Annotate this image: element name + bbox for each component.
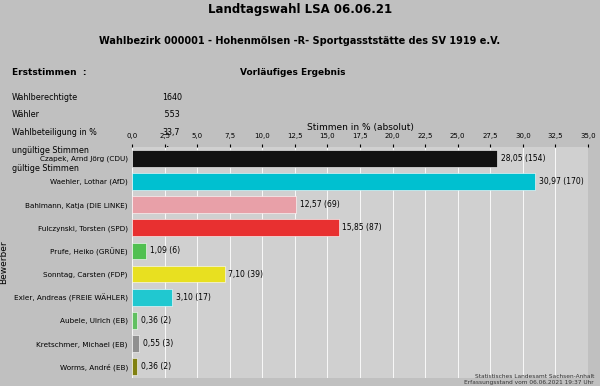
Bar bbox=[132, 289, 172, 306]
X-axis label: Stimmen in % (absolut): Stimmen in % (absolut) bbox=[307, 123, 413, 132]
Text: 0,36 (2): 0,36 (2) bbox=[140, 316, 171, 325]
Text: 1,09 (6): 1,09 (6) bbox=[150, 246, 180, 256]
Bar bbox=[132, 335, 139, 352]
Text: Wahlbeteiligung in %: Wahlbeteiligung in % bbox=[12, 128, 97, 137]
Text: 549: 549 bbox=[162, 164, 177, 173]
Bar bbox=[132, 196, 296, 213]
Text: Erststimmen  :: Erststimmen : bbox=[12, 68, 86, 77]
Text: 3,10 (17): 3,10 (17) bbox=[176, 293, 211, 302]
Text: 1640: 1640 bbox=[162, 93, 182, 102]
Text: 0,55 (3): 0,55 (3) bbox=[143, 339, 173, 348]
Text: 30,97 (170): 30,97 (170) bbox=[539, 177, 584, 186]
Text: 33,7: 33,7 bbox=[162, 128, 179, 137]
Text: ungültige Stimmen: ungültige Stimmen bbox=[12, 146, 89, 155]
Bar bbox=[132, 150, 497, 167]
Text: 553: 553 bbox=[162, 110, 180, 119]
Text: Statistisches Landesamt Sachsen-Anhalt
Erfassungsstand vom 06.06.2021 19:37 Uhr: Statistisches Landesamt Sachsen-Anhalt E… bbox=[464, 374, 594, 385]
Bar bbox=[132, 242, 146, 259]
Text: 0,36 (2): 0,36 (2) bbox=[140, 362, 171, 371]
Text: Landtagswahl LSA 06.06.21: Landtagswahl LSA 06.06.21 bbox=[208, 3, 392, 16]
Bar bbox=[132, 173, 535, 190]
Bar bbox=[132, 312, 137, 329]
Text: gültige Stimmen: gültige Stimmen bbox=[12, 164, 79, 173]
Text: Wähler: Wähler bbox=[12, 110, 40, 119]
Bar bbox=[132, 219, 338, 236]
Text: 28,05 (154): 28,05 (154) bbox=[502, 154, 546, 163]
Text: Wahlberechtigte: Wahlberechtigte bbox=[12, 93, 78, 102]
Text: 4: 4 bbox=[162, 146, 170, 155]
Text: 15,85 (87): 15,85 (87) bbox=[343, 223, 382, 232]
Text: Wahlbezirk 000001 - Hohenmölsen -R- Sportgasststätte des SV 1919 e.V.: Wahlbezirk 000001 - Hohenmölsen -R- Spor… bbox=[100, 36, 500, 46]
Bar bbox=[132, 358, 137, 375]
Y-axis label: Bewerber: Bewerber bbox=[0, 240, 8, 284]
Text: 12,57 (69): 12,57 (69) bbox=[299, 200, 340, 209]
Text: 7,10 (39): 7,10 (39) bbox=[229, 269, 263, 279]
Bar bbox=[132, 266, 224, 283]
Text: Vorläufiges Ergebnis: Vorläufiges Ergebnis bbox=[240, 68, 346, 77]
